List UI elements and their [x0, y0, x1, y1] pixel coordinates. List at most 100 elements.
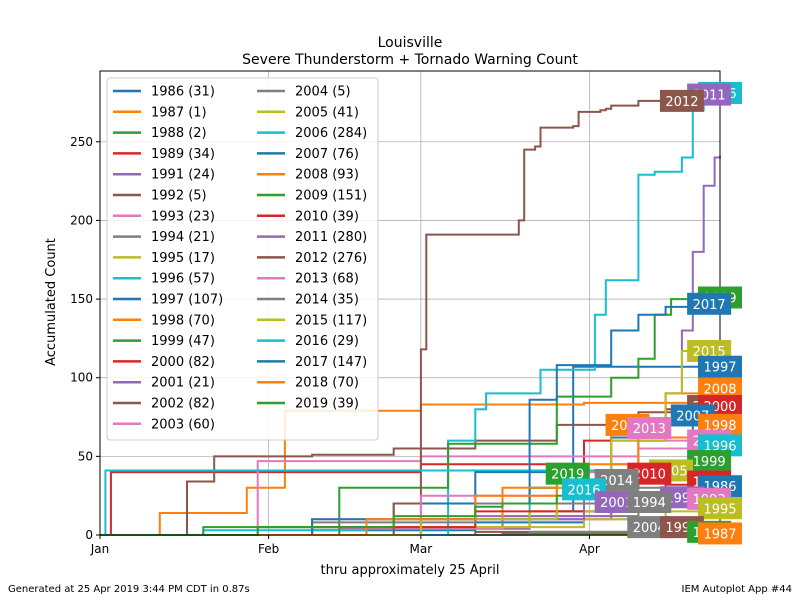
end-label-text: 1987	[703, 527, 736, 542]
end-label-1995: 1995	[698, 497, 742, 520]
end-label-text: 1994	[633, 496, 666, 511]
x-tick-label: Feb	[258, 542, 279, 556]
end-label-box	[698, 497, 742, 520]
legend-entry-2004: 2004 (5)	[257, 85, 351, 100]
end-label-text: 2013	[633, 422, 666, 437]
end-label-2008: 2008	[698, 377, 742, 400]
chart-subtitle: Severe Thunderstorm + Tornado Warning Co…	[242, 52, 578, 68]
legend-label: 1994 (21)	[151, 230, 215, 245]
end-label-text: 2014	[600, 474, 633, 489]
legend-entry-2009: 2009 (151)	[257, 189, 367, 204]
legend-label: 2003 (60)	[151, 417, 215, 432]
legend-label: 2005 (41)	[295, 105, 359, 120]
legend: 1986 (31) 1987 (1) 1988 (2) 1989 (34) 1991 (…	[106, 77, 379, 441]
legend-entry-2017: 2017 (147)	[257, 355, 367, 370]
legend-label: 2002 (82)	[151, 397, 215, 412]
end-label-box	[687, 292, 732, 315]
series-line-2012	[100, 99, 720, 536]
legend-label: 2019 (39)	[295, 397, 359, 412]
legend-entry-1996: 1996 (57)	[113, 272, 215, 287]
legend-label: 2008 (93)	[295, 168, 359, 183]
end-label-box	[687, 450, 732, 473]
legend-entry-1999: 1999 (47)	[113, 334, 215, 349]
legend-entry-2019: 2019 (39)	[257, 397, 359, 412]
end-label-text: 2016	[567, 483, 600, 498]
legend-label: 1987 (1)	[151, 105, 207, 120]
end-label-1987: 1987	[698, 522, 742, 545]
end-label-text: 1995	[703, 502, 736, 517]
legend-entry-2001: 2001 (21)	[113, 376, 215, 391]
end-label-text: 1997	[703, 361, 736, 376]
legend-entry-2015: 2015 (117)	[257, 313, 367, 328]
legend-label: 2006 (284)	[295, 126, 367, 141]
axes: Jan Feb Mar Apr 0 50 100 150 200 250	[70, 135, 600, 556]
legend-entry-2008: 2008 (93)	[257, 168, 359, 183]
x-axis-label: thru approximately 25 April	[321, 563, 500, 578]
y-axis-label: Accumulated Count	[44, 238, 59, 366]
series-line-2009	[100, 297, 721, 536]
generated-note: Generated at 25 Apr 2019 3:44 PM CDT in …	[8, 584, 250, 595]
legend-entry-1995: 1995 (17)	[113, 251, 215, 266]
legend-label: 1998 (70)	[151, 313, 215, 328]
legend-entry-2002: 2002 (82)	[113, 397, 215, 412]
end-label-box	[627, 490, 672, 513]
legend-label: 1995 (17)	[151, 251, 215, 266]
legend-label: 2009 (151)	[295, 189, 367, 204]
x-tick-label: Jan	[90, 542, 110, 556]
legend-label: 2011 (280)	[295, 230, 367, 245]
legend-label: 1988 (2)	[151, 126, 207, 141]
legend-entry-2013: 2013 (68)	[257, 272, 359, 287]
legend-label: 2010 (39)	[295, 209, 359, 224]
legend-entry-1998: 1998 (70)	[113, 313, 215, 328]
legend-label: 2012 (276)	[295, 251, 367, 266]
legend-label: 2007 (76)	[295, 147, 359, 162]
legend-entry-1988: 1988 (2)	[113, 126, 207, 141]
end-label-box	[698, 377, 742, 400]
chart-title: Louisville	[378, 35, 443, 51]
y-tick-label: 250	[70, 135, 93, 149]
legend-label: 1986 (31)	[151, 85, 215, 100]
legend-entry-1994: 1994 (21)	[113, 230, 215, 245]
end-label-1999: 1999	[687, 450, 732, 473]
legend-entry-1991: 1991 (24)	[113, 168, 215, 183]
legend-label: 1997 (107)	[151, 293, 223, 308]
end-label-text: 2008	[703, 383, 736, 398]
legend-label: 2016 (29)	[295, 334, 359, 349]
end-label-2013: 2013	[627, 417, 672, 440]
end-label-box	[698, 522, 742, 545]
end-label-2012: 2012	[659, 89, 704, 112]
legend-entry-2003: 2003 (60)	[113, 417, 215, 432]
legend-entry-2010: 2010 (39)	[257, 209, 359, 224]
legend-entry-2006: 2006 (284)	[257, 126, 367, 141]
end-label-text: 2004	[633, 521, 666, 536]
end-label-1994: 1994	[627, 490, 672, 513]
legend-entry-1986: 1986 (31)	[113, 85, 215, 100]
legend-entry-2005: 2005 (41)	[257, 105, 359, 120]
legend-label: 1993 (23)	[151, 209, 215, 224]
end-label-box	[627, 417, 672, 440]
y-tick-label: 150	[70, 292, 93, 306]
legend-entry-2016: 2016 (29)	[257, 334, 359, 349]
legend-entry-1997: 1997 (107)	[113, 293, 223, 308]
y-tick-label: 0	[85, 528, 93, 542]
legend-label: 2018 (70)	[295, 376, 359, 391]
legend-label: 1996 (57)	[151, 272, 215, 287]
legend-entry-2014: 2014 (35)	[257, 293, 359, 308]
end-label-box	[698, 355, 742, 378]
legend-entry-1993: 1993 (23)	[113, 209, 215, 224]
y-tick-label: 50	[78, 449, 93, 463]
legend-label: 2013 (68)	[295, 272, 359, 287]
legend-entry-2011: 2011 (280)	[257, 230, 367, 245]
legend-label: 2004 (5)	[295, 85, 351, 100]
legend-entry-1987: 1987 (1)	[113, 105, 207, 120]
legend-label: 1991 (24)	[151, 168, 215, 183]
end-label-text: 1999	[693, 455, 726, 470]
end-label-text: 2010	[633, 468, 666, 483]
end-label-text: 2001	[600, 496, 633, 511]
x-tick-label: Mar	[410, 542, 433, 556]
legend-label: 1999 (47)	[151, 334, 215, 349]
end-label-text: 2017	[693, 298, 726, 313]
app-note: IEM Autoplot App #44	[681, 584, 792, 595]
legend-label: 2000 (82)	[151, 355, 215, 370]
